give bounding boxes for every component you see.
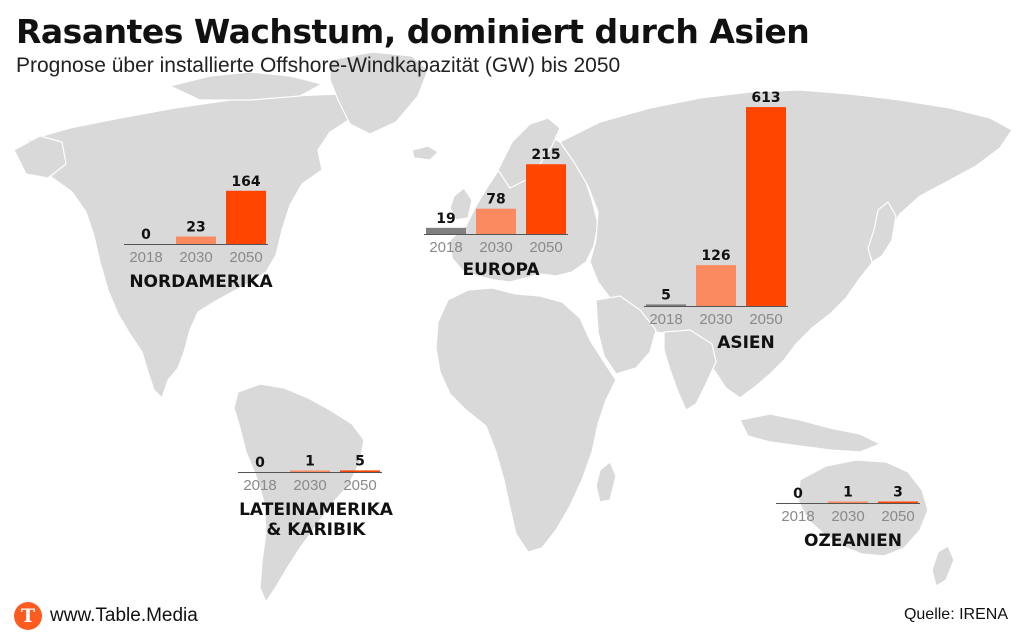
map-britain	[449, 187, 473, 221]
value-label-ozeanien-2018: 0	[793, 486, 803, 502]
map-india	[663, 329, 717, 411]
tick-label-nordamerika-2050: 2050	[229, 249, 262, 266]
value-label-asien-2050: 613	[751, 90, 780, 106]
tick-label-ozeanien-2030: 2030	[831, 508, 864, 525]
map-new-zealand	[931, 545, 955, 587]
source-note: Quelle: IRENA	[903, 606, 1008, 623]
map-iceland	[411, 145, 439, 161]
map-arctic-islands	[169, 71, 323, 101]
tick-label-nordamerika-2018: 2018	[129, 249, 162, 266]
map-arabia	[595, 295, 657, 375]
map-alaska	[13, 135, 67, 179]
map-australia	[797, 459, 929, 557]
map-japan	[867, 201, 897, 263]
value-label-nordamerika-2050: 164	[231, 174, 260, 190]
value-label-nordamerika-2030: 23	[186, 220, 205, 236]
bar-europa-2030	[476, 208, 516, 234]
region-name-europa: EUROPA	[462, 260, 540, 280]
tick-label-asien-2018: 2018	[649, 311, 682, 328]
tick-label-asien-2050: 2050	[749, 311, 782, 328]
map-madagascar	[595, 461, 617, 503]
brand-url[interactable]: www.Table.Media	[50, 605, 198, 626]
bar-nordamerika-2030	[176, 236, 216, 244]
map-greenland	[329, 51, 429, 135]
chart-title: Rasantes Wachstum, dominiert durch Asien	[16, 12, 810, 51]
value-label-europa-2030: 78	[486, 192, 505, 208]
bar-europa-2050	[526, 164, 566, 234]
tick-label-ozeanien-2018: 2018	[781, 508, 814, 525]
value-label-nordamerika-2018: 0	[141, 227, 151, 243]
value-label-europa-2050: 215	[531, 147, 560, 163]
bar-nordamerika-2050	[226, 190, 266, 244]
value-label-asien-2030: 126	[701, 248, 730, 264]
tick-label-lateinamerika-karibik-2050: 2050	[343, 477, 376, 494]
value-label-ozeanien-2030: 1	[843, 485, 853, 501]
bar-europa-2018	[426, 227, 466, 234]
value-label-lateinamerika-karibik-2030: 1	[305, 454, 315, 470]
bar-ozeanien-2030	[828, 501, 868, 503]
chart-subtitle: Prognose über installierte Offshore-Wind…	[16, 54, 621, 77]
value-label-lateinamerika-karibik-2018: 0	[255, 455, 265, 471]
value-label-europa-2018: 19	[436, 211, 455, 227]
map-indonesia	[739, 413, 881, 453]
region-name-lateinamerika-karibik: LATEINAMERIKA & KARIBIK	[239, 500, 393, 540]
region-name-ozeanien: OZEANIEN	[804, 531, 902, 551]
bar-asien-2030	[696, 265, 736, 306]
map-scandinavia	[497, 117, 561, 189]
bar-lateinamerika-karibik-2050	[340, 470, 380, 472]
tick-label-asien-2030: 2030	[699, 311, 732, 328]
table-media-logo-icon: T	[14, 602, 42, 630]
tick-label-europa-2018: 2018	[429, 239, 462, 256]
value-label-ozeanien-2050: 3	[893, 485, 903, 501]
value-label-asien-2018: 5	[661, 287, 671, 303]
map-africa	[435, 287, 617, 553]
region-name-nordamerika: NORDAMERIKA	[129, 272, 273, 292]
tick-label-lateinamerika-karibik-2030: 2030	[293, 477, 326, 494]
region-name-asien: ASIEN	[717, 333, 775, 353]
bar-ozeanien-2050	[878, 501, 918, 503]
tick-label-europa-2050: 2050	[529, 239, 562, 256]
tick-label-ozeanien-2050: 2050	[881, 508, 914, 525]
value-label-lateinamerika-karibik-2050: 5	[355, 453, 365, 469]
tick-label-europa-2030: 2030	[479, 239, 512, 256]
tick-label-lateinamerika-karibik-2018: 2018	[243, 477, 276, 494]
bar-lateinamerika-karibik-2030	[290, 470, 330, 472]
tick-label-nordamerika-2030: 2030	[179, 249, 212, 266]
bar-asien-2050	[746, 107, 786, 306]
brand[interactable]: T www.Table.Media	[14, 602, 198, 630]
bar-asien-2018	[646, 304, 686, 306]
